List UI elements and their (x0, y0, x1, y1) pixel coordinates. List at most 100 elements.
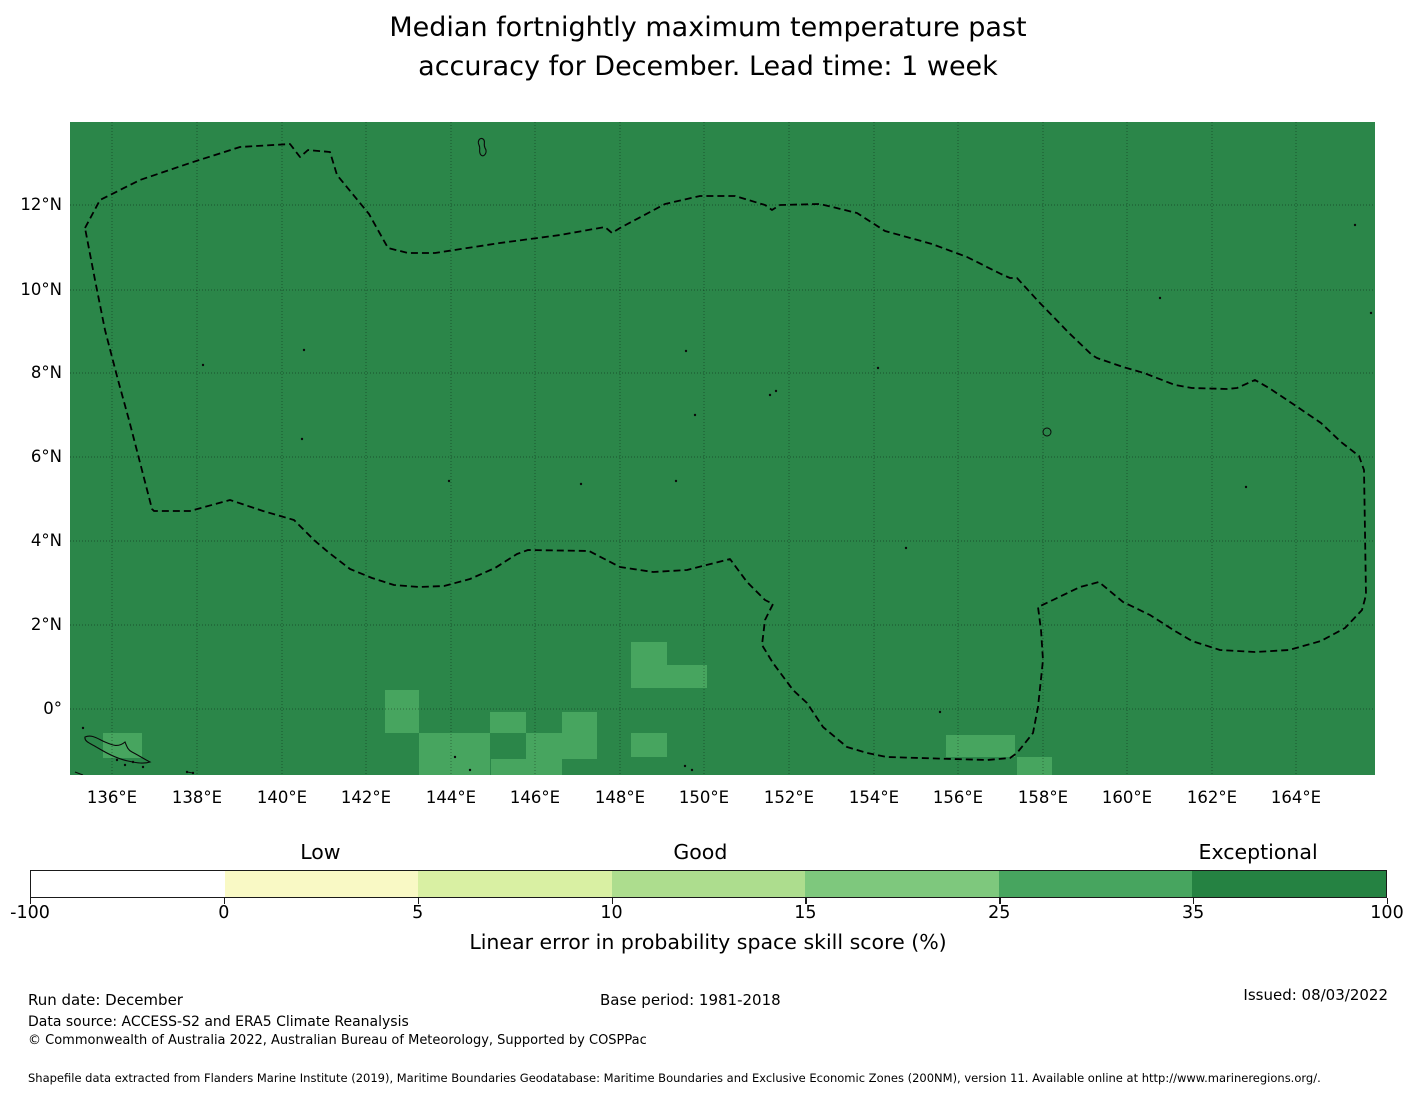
island-dot (453, 755, 457, 759)
low-skill-cell (1017, 757, 1052, 775)
y-tick-label: 8°N (30, 363, 62, 382)
colorbar-segment (418, 871, 612, 897)
island-dot (115, 758, 119, 762)
island-dot (690, 768, 694, 772)
low-skill-cell (490, 712, 526, 733)
footer-data-source: Data source: ACCESS-S2 and ERA5 Climate … (28, 1014, 409, 1030)
colorbar-tick-mark (223, 898, 226, 904)
chart-title: Median fortnightly maximum temperature p… (0, 8, 1416, 86)
island-dot (1158, 296, 1162, 300)
island-dot (141, 765, 145, 769)
colorbar-tick-label: 5 (412, 903, 424, 923)
colorbar-segment (805, 871, 999, 897)
island-dot (938, 710, 942, 714)
island-dot (300, 437, 304, 441)
y-tick-label: 10°N (20, 280, 62, 299)
low-skill-cell (491, 759, 526, 775)
footer-run-date: Run date: December (28, 991, 183, 1009)
island-dot (201, 363, 205, 367)
colorbar-tick-label: 25 (988, 903, 1011, 923)
island-dot (693, 413, 697, 417)
x-tick-label: 148°E (594, 788, 646, 807)
island-dot (1353, 223, 1357, 227)
island-dot (674, 479, 678, 483)
x-tick-label: 140°E (256, 788, 308, 807)
x-tick-label: 158°E (1017, 788, 1069, 807)
footer-base-period: Base period: 1981-2018 (600, 991, 781, 1009)
colorbar-tick-mark (1387, 898, 1389, 904)
island-dot (123, 763, 127, 767)
colorbar-tick-mark (30, 898, 32, 904)
island-dot (904, 546, 908, 550)
x-tick-label: 162°E (1186, 788, 1238, 807)
island-coastline (477, 137, 487, 157)
colorbar-segment (31, 871, 225, 897)
colorbar-tick-mark (805, 898, 807, 904)
low-skill-cell (631, 733, 667, 757)
x-tick-label: 142°E (340, 788, 392, 807)
x-tick-label: 160°E (1101, 788, 1153, 807)
colorbar-axis-label: Linear error in probability space skill … (469, 930, 947, 954)
island-dot (876, 366, 880, 370)
footer-issued-date: Issued: 08/03/2022 (1243, 986, 1388, 1004)
footer-copyright: © Commonwealth of Australia 2022, Austra… (28, 1033, 647, 1048)
colorbar-section-label: Exceptional (1198, 840, 1318, 864)
low-skill-cell (562, 712, 597, 759)
colorbar (30, 870, 1387, 898)
x-tick-label: 146°E (509, 788, 561, 807)
x-tick-label: 138°E (171, 788, 223, 807)
colorbar-tick-label: 15 (794, 903, 817, 923)
island-dot (468, 768, 472, 772)
island-dot (81, 726, 85, 730)
colorbar-section-label: Good (673, 840, 728, 864)
island-dot (684, 349, 688, 353)
colorbar-tick-mark (611, 898, 613, 904)
chart-title-line1: Median fortnightly maximum temperature p… (389, 12, 1027, 43)
y-tick-label: 12°N (20, 195, 62, 214)
colorbar-tick-mark (1193, 898, 1195, 904)
colorbar-segment (224, 871, 419, 897)
low-skill-cell (631, 642, 667, 665)
colorbar-segment (998, 871, 1193, 897)
island-dot (768, 393, 772, 397)
eez-dashed-boundary (84, 143, 1367, 761)
colorbar-tick-mark (417, 898, 419, 904)
island-dot (1369, 311, 1373, 315)
x-tick-label: 152°E (763, 788, 815, 807)
colorbar-tick-label: 10 (600, 903, 623, 923)
colorbar-section-label: Low (300, 840, 341, 864)
x-tick-label: 154°E (848, 788, 900, 807)
island-coastline (186, 771, 194, 774)
x-tick-label: 164°E (1270, 788, 1322, 807)
chart-title-line2: accuracy for December. Lead time: 1 week (418, 51, 998, 82)
colorbar-tick-mark (999, 898, 1001, 904)
island-dot (774, 389, 778, 393)
x-tick-label: 144°E (425, 788, 477, 807)
colorbar-segment (1192, 871, 1387, 897)
atoll-ring (1042, 427, 1052, 437)
colorbar-segment (611, 871, 806, 897)
island-coastline (84, 735, 152, 764)
map-canvas (70, 122, 1375, 775)
colorbar-tick-label: 100 (1370, 903, 1404, 923)
footer-shapefile-attribution: Shapefile data extracted from Flanders M… (28, 1071, 1321, 1085)
y-tick-label: 6°N (30, 447, 62, 466)
colorbar-tick-label: 0 (218, 903, 230, 923)
island-dot (1244, 485, 1248, 489)
island-dot (683, 764, 687, 768)
low-skill-cell (526, 733, 562, 775)
map-background (70, 122, 1375, 775)
x-tick-label: 136°E (86, 788, 138, 807)
island-dot (579, 482, 583, 486)
low-skill-cell (419, 733, 490, 775)
y-tick-label: 2°N (30, 615, 62, 634)
colorbar-tick-label: 35 (1182, 903, 1205, 923)
island-coastline (74, 771, 84, 775)
colorbar-tick-label: -100 (10, 903, 50, 923)
y-tick-label: 4°N (30, 531, 62, 550)
low-skill-cell (385, 690, 419, 733)
low-skill-cell (631, 665, 707, 688)
low-skill-cell (946, 735, 1015, 757)
x-tick-label: 156°E (932, 788, 984, 807)
